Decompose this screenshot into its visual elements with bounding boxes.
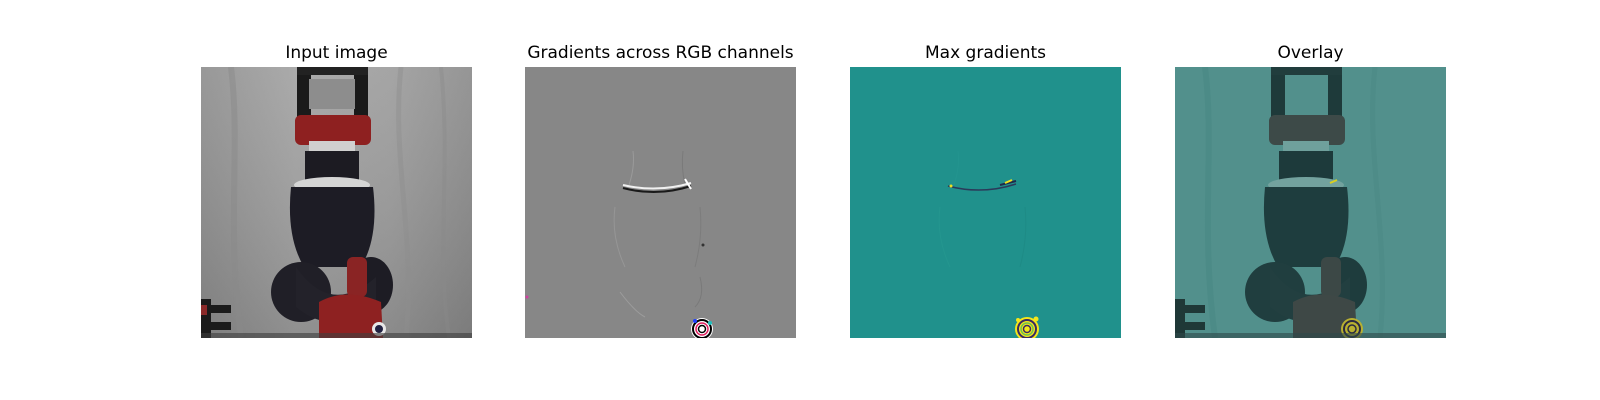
panel-title: Input image [285, 43, 388, 63]
input-image [201, 67, 472, 338]
max-gradients-image [850, 67, 1121, 338]
panel-title: Gradients across RGB channels [527, 43, 794, 63]
panel-title: Max gradients [924, 43, 1047, 63]
panel-overlay: Overlay [1175, 40, 1446, 338]
overlay-image [1175, 67, 1446, 338]
panel-input-image: Input image [201, 40, 472, 338]
rgb-gradients-image [525, 67, 796, 338]
panel-title: Overlay [1277, 43, 1344, 63]
panel-max-gradients: Max gradients [850, 40, 1121, 338]
panel-rgb-gradients: Gradients across RGB channels [525, 40, 796, 338]
